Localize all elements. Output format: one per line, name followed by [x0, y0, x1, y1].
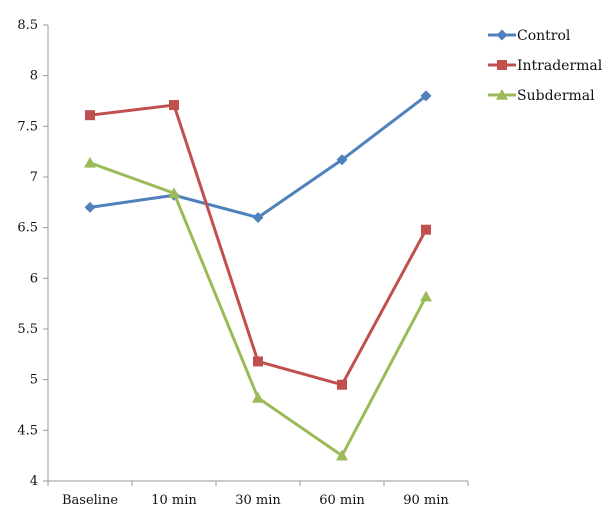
y-tick-label: 4.5: [17, 423, 38, 438]
x-tick-label: 30 min: [235, 493, 281, 508]
series-layer: [84, 90, 432, 461]
data-point-subdermal: [336, 449, 348, 461]
y-tick-label: 5: [30, 373, 38, 388]
legend-item-intradermal: Intradermal: [488, 58, 603, 74]
legend-marker-subdermal: [496, 89, 508, 100]
data-point-intradermal: [169, 100, 179, 111]
legend-label-subdermal: Subdermal: [517, 88, 595, 104]
y-tick-label: 4: [30, 474, 38, 489]
series-line-intradermal: [88, 103, 428, 387]
legend-item-control: Control: [488, 28, 571, 44]
series-line-subdermal: [88, 161, 428, 458]
data-point-subdermal: [84, 156, 96, 168]
axes: 4 4.5 5 5.5 6 6.5 7 7.5 8 8.5 Baseline 10 min 30 min…: [17, 18, 469, 508]
data-point-control: [252, 212, 264, 224]
data-point-control: [420, 90, 432, 102]
y-tick-label: 7: [30, 170, 38, 185]
y-tick-label: 8: [30, 69, 38, 84]
data-point-intradermal: [253, 356, 263, 367]
data-point-control: [84, 201, 96, 213]
y-tick-label: 5.5: [17, 322, 38, 337]
series-subdermal: [84, 156, 432, 461]
data-point-control: [336, 154, 348, 166]
x-tick-label: Baseline: [62, 493, 118, 508]
x-tick-label: 60 min: [319, 493, 365, 508]
y-tick-label: 7.5: [17, 119, 38, 134]
legend-label-control: Control: [517, 28, 571, 44]
x-tick-label: 10 min: [151, 493, 197, 508]
y-tick-label: 6: [30, 271, 38, 286]
data-point-subdermal: [420, 290, 432, 302]
legend-label-intradermal: Intradermal: [517, 58, 603, 74]
legend: Control Intradermal Subdermal: [488, 28, 603, 104]
data-point-intradermal: [337, 379, 347, 390]
legend-marker-intradermal: [497, 60, 507, 70]
data-point-intradermal: [421, 224, 431, 235]
data-point-subdermal: [168, 187, 180, 199]
x-tick-label: 90 min: [403, 493, 449, 508]
series-intradermal: [85, 100, 431, 390]
series-line-control: [88, 94, 428, 220]
data-point-subdermal: [252, 391, 264, 403]
y-tick-label: 8.5: [17, 18, 38, 33]
data-point-intradermal: [85, 110, 95, 121]
legend-item-subdermal: Subdermal: [488, 88, 595, 104]
y-tick-label: 6.5: [17, 221, 38, 236]
legend-marker-control: [496, 29, 508, 41]
